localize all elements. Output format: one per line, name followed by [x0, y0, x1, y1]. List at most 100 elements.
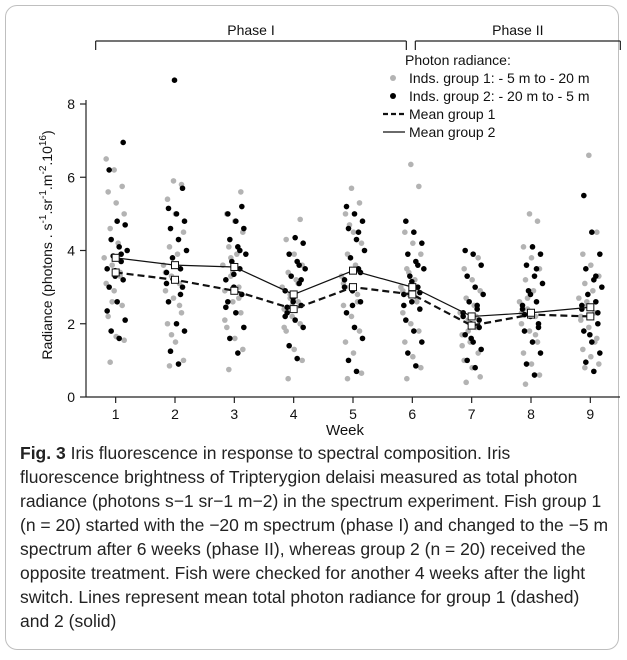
- point-group-1: [119, 183, 125, 190]
- point-group-2: [533, 266, 540, 272]
- point-group-1: [418, 364, 424, 371]
- point-group-2: [579, 302, 585, 309]
- point-group-2: [300, 240, 306, 246]
- caption-label: Fig. 3: [20, 443, 66, 463]
- point-group-1: [285, 375, 291, 382]
- point-group-1: [107, 225, 113, 232]
- point-group-1: [103, 156, 109, 162]
- point-group-1: [588, 262, 594, 268]
- point-group-2: [116, 244, 122, 250]
- x-tick-label: 4: [290, 406, 298, 422]
- point-group-1: [576, 295, 582, 301]
- point-group-2: [302, 266, 308, 272]
- y-axis-label-part: ): [39, 130, 55, 135]
- x-tick-label: 9: [586, 406, 594, 422]
- individual-points: [101, 77, 605, 387]
- point-group-2: [165, 298, 172, 305]
- point-group-2: [583, 266, 589, 272]
- point-group-1: [121, 211, 127, 217]
- point-group-2: [177, 266, 184, 272]
- point-group-2: [407, 273, 413, 279]
- point-group-1: [532, 331, 539, 338]
- point-group-2: [167, 225, 174, 232]
- point-group-2: [403, 218, 409, 224]
- point-group-2: [472, 364, 478, 371]
- point-group-1: [107, 359, 113, 366]
- point-group-2: [415, 262, 421, 268]
- point-group-2: [583, 359, 589, 366]
- point-group-2: [419, 240, 425, 246]
- point-group-2: [345, 225, 352, 232]
- point-group-1: [111, 287, 117, 294]
- point-group-2: [300, 324, 306, 331]
- point-group-1: [350, 229, 357, 235]
- point-group-1: [348, 185, 355, 192]
- point-group-2: [353, 236, 360, 243]
- point-group-1: [105, 313, 111, 320]
- point-group-2: [173, 320, 180, 327]
- mean-marker: [349, 266, 357, 275]
- point-group-2: [589, 339, 595, 345]
- point-group-1: [291, 251, 297, 257]
- point-group-1: [240, 346, 246, 353]
- point-group-2: [296, 262, 302, 268]
- point-group-2: [118, 251, 124, 257]
- point-group-2: [411, 328, 417, 334]
- axes: 0 2 4 6 8 1 2 3 4 5 6 7 8 9: [67, 96, 620, 422]
- point-group-1: [180, 229, 187, 235]
- y-tick-label: 0: [67, 389, 75, 405]
- point-group-2: [417, 306, 423, 312]
- point-group-2: [243, 251, 249, 257]
- point-group-2: [227, 236, 233, 243]
- point-group-1: [477, 374, 483, 380]
- point-group-2: [403, 317, 409, 323]
- point-group-2: [470, 251, 476, 257]
- point-group-2: [353, 368, 360, 375]
- point-group-2: [341, 277, 348, 283]
- point-group-1: [580, 251, 586, 257]
- point-group-2: [179, 185, 186, 192]
- phase-label: Phase II: [492, 22, 543, 38]
- point-group-2: [231, 271, 237, 278]
- point-group-2: [478, 262, 484, 268]
- point-group-2: [537, 251, 544, 257]
- point-group-2: [124, 247, 130, 254]
- y-axis-label-superscript: -1: [38, 190, 49, 199]
- legend-label: Inds. group 1: - 5 m to - 20 m: [409, 70, 590, 86]
- legend: Photon radiance: Inds. group 1: - 5 m to …: [383, 52, 590, 140]
- point-group-2: [480, 291, 486, 298]
- point-group-1: [416, 183, 422, 190]
- point-group-2: [241, 225, 247, 232]
- point-group-2: [114, 298, 120, 305]
- point-group-1: [520, 350, 527, 356]
- point-group-2: [476, 317, 482, 323]
- point-group-1: [578, 313, 584, 320]
- point-group-1: [400, 309, 406, 316]
- point-group-2: [173, 211, 180, 217]
- point-group-2: [106, 284, 112, 290]
- point-group-1: [356, 200, 363, 206]
- point-group-2: [116, 335, 122, 342]
- point-group-2: [294, 355, 300, 362]
- phase-brackets: Phase I Phase II: [95, 22, 621, 50]
- point-group-1: [528, 255, 535, 261]
- point-group-2: [357, 298, 364, 305]
- point-group-2: [466, 298, 472, 305]
- point-group-2: [595, 320, 601, 327]
- point-group-1: [461, 266, 467, 272]
- point-group-1: [402, 339, 408, 345]
- point-group-2: [343, 309, 350, 316]
- point-group-1: [164, 196, 171, 203]
- point-group-2: [292, 317, 298, 323]
- point-group-2: [345, 357, 352, 364]
- point-group-1: [291, 346, 297, 353]
- mean-marker: [230, 262, 239, 271]
- point-group-2: [181, 218, 188, 224]
- point-group-2: [597, 251, 603, 257]
- point-group-2: [122, 222, 128, 228]
- point-group-2: [476, 324, 482, 331]
- point-group-2: [104, 308, 110, 314]
- legend-marker: [390, 93, 396, 99]
- point-group-1: [580, 346, 586, 353]
- point-group-1: [584, 298, 590, 305]
